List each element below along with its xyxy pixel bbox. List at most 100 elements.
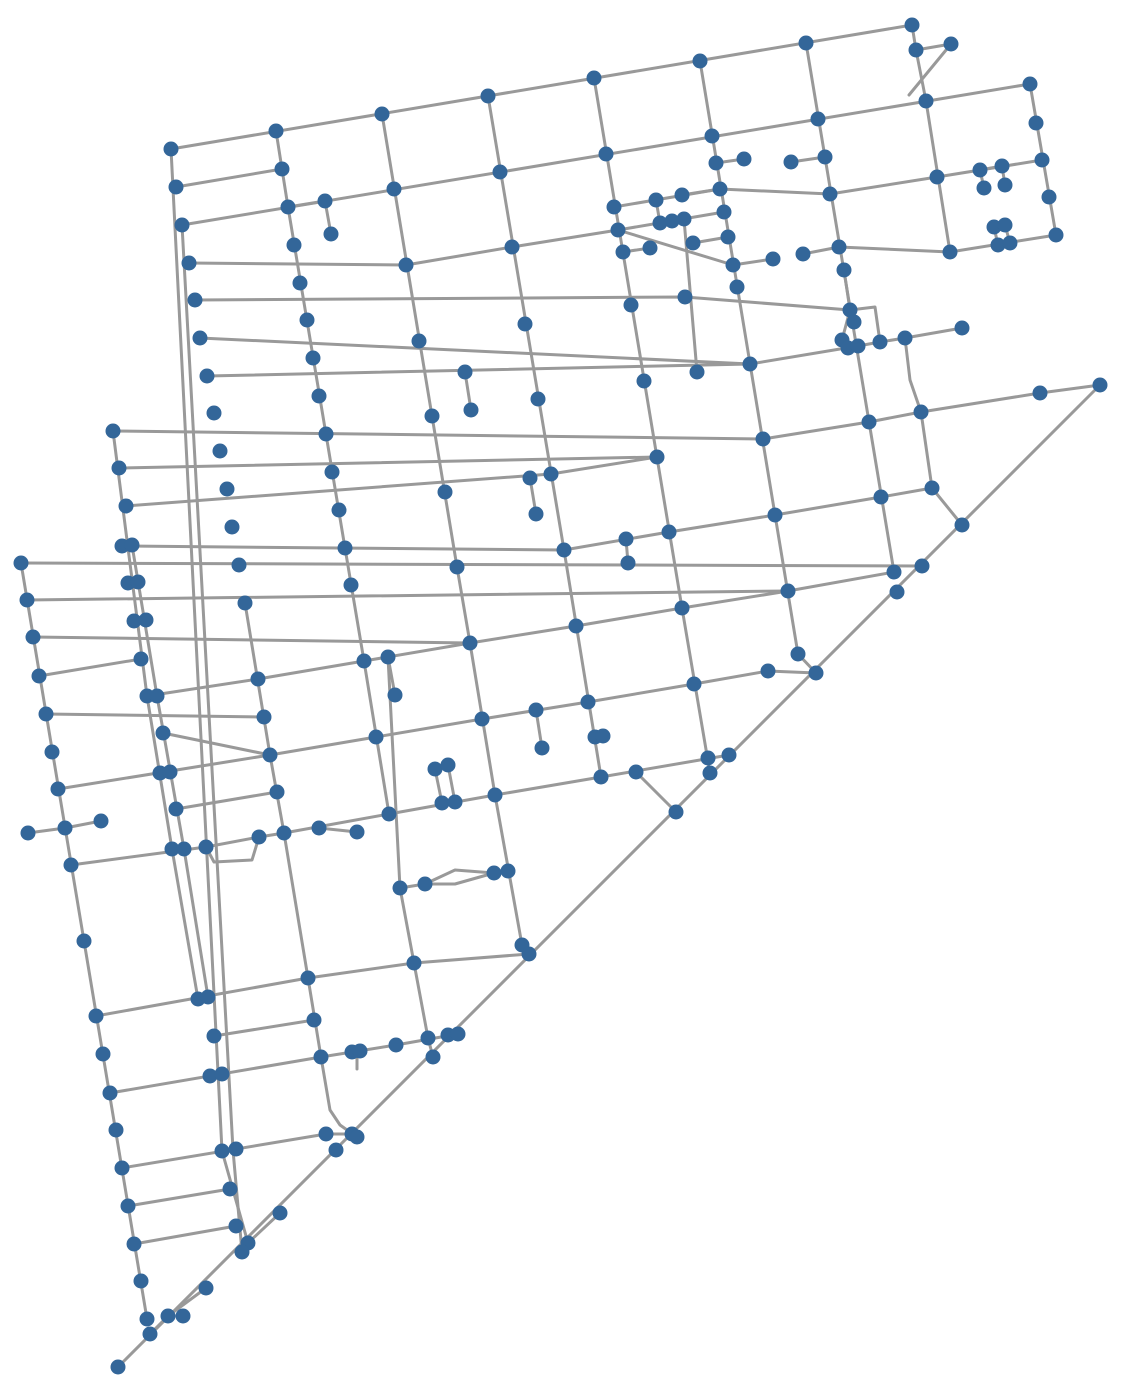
- intersection-node: [133, 1273, 149, 1289]
- intersection-node: [164, 841, 180, 857]
- intersection-node: [168, 179, 184, 195]
- street-edge: [69, 831, 286, 867]
- intersection-node: [642, 240, 658, 256]
- intersection-node: [269, 784, 285, 800]
- intersection-node: [19, 592, 35, 608]
- intersection-node: [556, 542, 572, 558]
- street-edge: [907, 42, 953, 97]
- intersection-node: [198, 839, 214, 855]
- intersection-node: [262, 747, 278, 763]
- intersection-node: [44, 744, 60, 760]
- intersection-node: [836, 262, 852, 278]
- intersection-node: [831, 239, 847, 255]
- intersection-node: [729, 279, 745, 295]
- intersection-node: [760, 663, 776, 679]
- intersection-node: [57, 820, 73, 836]
- street-edge: [132, 1224, 238, 1246]
- intersection-node: [425, 1049, 441, 1065]
- intersection-node: [708, 155, 724, 171]
- intersection-node: [13, 555, 29, 571]
- street-edge: [116, 383, 1102, 1369]
- street-edge: [204, 835, 261, 864]
- intersection-node: [720, 229, 736, 245]
- intersection-node: [174, 217, 190, 233]
- intersection-node: [102, 1085, 118, 1101]
- intersection-node: [530, 391, 546, 407]
- intersection-node: [434, 795, 450, 811]
- intersection-node: [300, 970, 316, 986]
- intersection-node: [162, 764, 178, 780]
- intersection-node: [500, 863, 516, 879]
- intersection-node: [219, 481, 235, 497]
- intersection-node: [449, 559, 465, 575]
- street-edge: [212, 1018, 316, 1038]
- intersection-node: [780, 583, 796, 599]
- intersection-node: [742, 356, 758, 372]
- street-edge: [592, 76, 712, 775]
- intersection-node: [517, 316, 533, 332]
- intersection-node: [872, 334, 888, 350]
- street-edge: [380, 112, 524, 947]
- intersection-node: [105, 423, 121, 439]
- intersection-node: [504, 239, 520, 255]
- intersection-node: [904, 17, 920, 33]
- intersection-node: [168, 801, 184, 817]
- intersection-node: [234, 1244, 250, 1260]
- street-edge: [169, 23, 914, 151]
- intersection-node: [318, 1126, 334, 1142]
- intersection-node: [736, 151, 752, 167]
- intersection-node: [95, 1046, 111, 1062]
- intersection-node: [352, 1043, 368, 1059]
- intersection-node: [406, 955, 422, 971]
- intersection-node: [356, 653, 372, 669]
- intersection-node: [674, 187, 690, 203]
- intersection-node: [349, 824, 365, 840]
- intersection-node: [368, 729, 384, 745]
- intersection-node: [664, 213, 680, 229]
- intersection-node: [114, 1160, 130, 1176]
- intersection-node: [798, 35, 814, 51]
- intersection-node: [755, 431, 771, 447]
- intersection-node: [38, 706, 54, 722]
- intersection-node: [522, 470, 538, 486]
- intersection-node: [380, 649, 396, 665]
- intersection-node: [200, 989, 216, 1005]
- intersection-node: [160, 1308, 176, 1324]
- intersection-node: [795, 246, 811, 262]
- intersection-node: [202, 1068, 218, 1084]
- intersection-node: [142, 1326, 158, 1342]
- intersection-node: [997, 217, 1013, 233]
- intersection-node: [111, 460, 127, 476]
- intersection-node: [118, 498, 134, 514]
- intersection-node: [648, 192, 664, 208]
- intersection-node: [250, 671, 266, 687]
- intersection-node: [942, 244, 958, 260]
- intersection-node: [700, 750, 716, 766]
- street-edge: [386, 655, 430, 1040]
- intersection-node: [343, 577, 359, 593]
- intersection-node: [212, 443, 228, 459]
- intersection-node: [311, 388, 327, 404]
- street-edge: [124, 455, 659, 508]
- intersection-node: [850, 338, 866, 354]
- intersection-node: [595, 728, 611, 744]
- intersection-node: [606, 199, 622, 215]
- intersection-node: [914, 558, 930, 574]
- intersection-node: [1028, 115, 1044, 131]
- intersection-node: [661, 524, 677, 540]
- intersection-node: [721, 747, 737, 763]
- intersection-node: [331, 502, 347, 518]
- intersection-node: [323, 226, 339, 242]
- intersection-node: [124, 537, 140, 553]
- street-edge: [120, 486, 934, 552]
- intersection-node: [636, 373, 652, 389]
- intersection-node: [615, 244, 631, 260]
- intersection-node: [474, 711, 490, 727]
- intersection-node: [305, 350, 321, 366]
- intersection-node: [274, 161, 290, 177]
- intersection-node: [846, 314, 862, 330]
- intersection-node: [440, 757, 456, 773]
- intersection-node: [192, 330, 208, 346]
- intersection-node: [450, 1026, 466, 1042]
